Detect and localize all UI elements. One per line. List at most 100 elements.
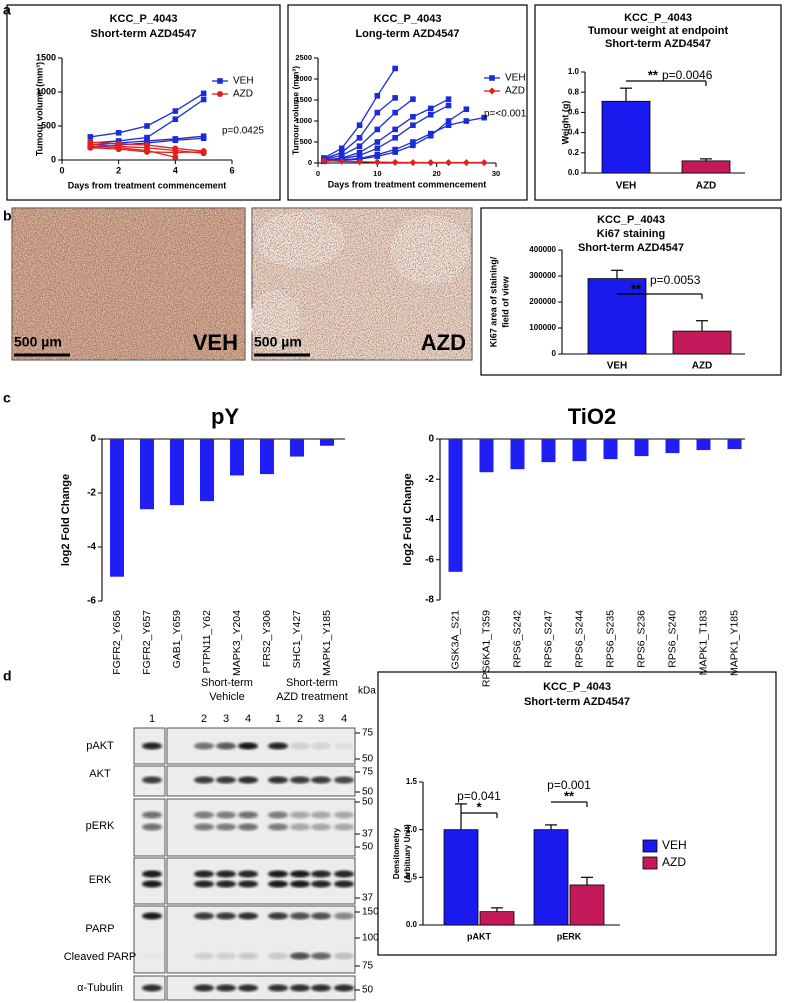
blot-band — [334, 912, 354, 920]
chart-title: KCC_P_4043 — [110, 13, 178, 25]
bar — [634, 439, 649, 457]
significance-label: p=0.0046 — [662, 68, 713, 82]
data-point — [338, 145, 345, 152]
y-tick-label: 100000 — [529, 323, 556, 332]
legend-marker — [488, 87, 496, 95]
kda-marker: 50 — [362, 754, 374, 765]
significance-stars: * — [476, 799, 482, 814]
legend-marker — [217, 91, 223, 97]
data-point — [374, 109, 381, 116]
bar — [681, 160, 731, 174]
data-point — [172, 154, 179, 161]
bar — [601, 100, 651, 174]
data-line — [323, 98, 449, 161]
data-point — [338, 157, 346, 165]
scale-bar-label: 500 µm — [254, 334, 302, 350]
y-tick-label: 2500 — [295, 53, 312, 62]
panel-label: b — [3, 208, 12, 224]
blot-band — [194, 952, 214, 960]
y-tick-label: 0.0 — [406, 920, 418, 929]
data-point — [373, 158, 381, 166]
blot-band — [268, 984, 288, 992]
blot-band — [290, 776, 310, 784]
blot-band — [290, 912, 310, 920]
data-point — [356, 149, 363, 156]
panel-label: d — [3, 668, 12, 684]
x-tick-label: SHC1_Y427 — [291, 610, 303, 669]
data-point — [445, 159, 453, 167]
significance-label: p=0.041 — [457, 789, 501, 803]
kda-marker: 75 — [362, 728, 374, 739]
x-tick-label: MAPK1_T183 — [697, 610, 709, 676]
data-point — [481, 114, 487, 121]
data-point — [445, 102, 452, 109]
data-point — [392, 65, 398, 72]
data-point — [410, 142, 416, 149]
x-tick-label: pERK — [557, 931, 582, 941]
data-point — [410, 139, 416, 145]
kda-marker: 50 — [362, 985, 374, 996]
data-point — [115, 146, 122, 153]
blot-band — [194, 880, 214, 888]
blot-band — [334, 742, 354, 750]
x-tick-label: MAPK3_Y204 — [231, 610, 243, 676]
x-tick-label: RPS6_S235 — [604, 610, 616, 668]
blot-band — [290, 870, 310, 878]
blot-band — [216, 880, 236, 888]
legend-marker — [217, 78, 223, 84]
blot-band — [238, 984, 258, 992]
data-point — [87, 144, 94, 151]
significance-stars: ** — [648, 67, 659, 82]
lane-label: 2 — [297, 713, 303, 725]
bar — [510, 439, 525, 470]
blot-band — [334, 823, 354, 831]
data-point — [374, 139, 381, 145]
data-point — [200, 148, 207, 155]
kda-marker: 37 — [362, 829, 374, 840]
bar — [443, 829, 479, 926]
y-axis-label: Ki67 area of staining/ — [488, 256, 498, 347]
kda-marker: 75 — [362, 767, 374, 778]
bar — [569, 884, 605, 926]
data-point — [374, 145, 381, 152]
y-tick-label: 1.0 — [406, 825, 418, 834]
bar — [290, 439, 304, 457]
blot-band — [216, 823, 236, 831]
bar — [448, 439, 463, 572]
bar — [479, 439, 494, 473]
chart-title: KCC_P_4043 — [624, 12, 692, 24]
x-tick-label: MAPK1_Y185 — [321, 610, 333, 676]
data-point — [392, 109, 398, 116]
chart-frame — [534, 4, 782, 201]
y-tick-label: 400000 — [529, 245, 556, 254]
y-tick-label: 0 — [552, 349, 557, 358]
x-tick-label: FGFR2_Y657 — [141, 610, 153, 675]
y-tick-label: 1500 — [36, 52, 56, 62]
y-axis-label: Densitometry — [392, 827, 401, 879]
blot-band — [311, 984, 331, 992]
y-tick-label: -4 — [87, 542, 96, 553]
blot-band — [238, 823, 258, 831]
blot-band — [238, 952, 258, 960]
blot-band — [194, 984, 214, 992]
x-tick-label: 4 — [173, 165, 178, 175]
x-tick-label: 0 — [316, 169, 320, 178]
x-tick-label: RPS6_S242 — [511, 610, 523, 668]
x-tick-label: VEH — [607, 361, 628, 372]
y-tick-label: 1000 — [36, 86, 56, 96]
chart-title: TiO2 — [568, 404, 617, 429]
y-tick-label: -8 — [425, 595, 434, 606]
data-line — [323, 104, 449, 162]
x-tick-label: pAKT — [467, 931, 491, 941]
chart-frame — [287, 4, 528, 201]
blot-row-label: Cleaved PARP — [64, 951, 137, 963]
blot-band — [142, 984, 162, 992]
data-point — [338, 149, 345, 156]
data-point — [374, 126, 381, 133]
panel-label: c — [3, 390, 11, 406]
y-tick-label: 0 — [51, 154, 56, 164]
x-tick-label: AZD — [692, 361, 713, 372]
data-line — [90, 145, 176, 158]
x-tick-label: PTPN11_Y62 — [201, 610, 213, 674]
chart-frame — [6, 4, 281, 201]
